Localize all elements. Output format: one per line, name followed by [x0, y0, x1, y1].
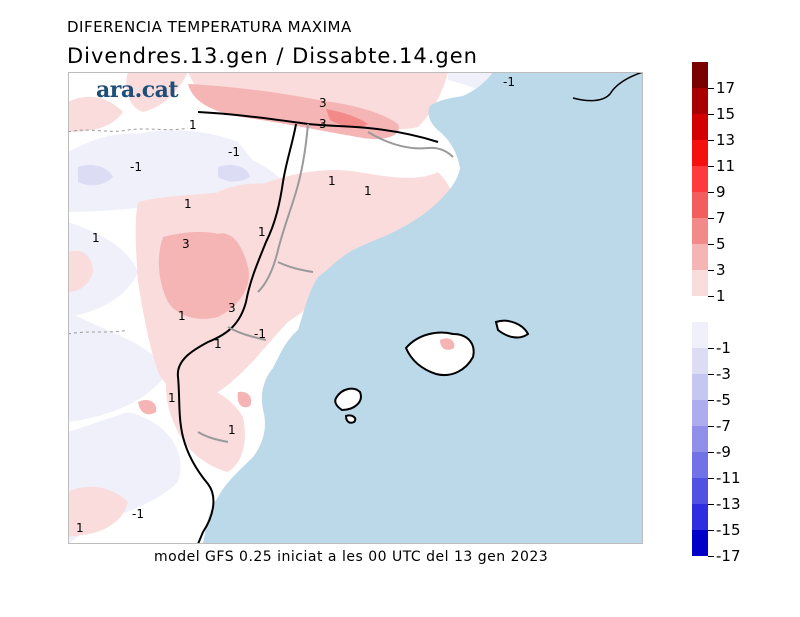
- contour-label: -1: [132, 507, 144, 521]
- legend-swatch: [692, 374, 708, 400]
- contour-label: 3: [319, 117, 327, 131]
- legend-swatch: [692, 166, 708, 192]
- legend-tick: [708, 296, 714, 297]
- contour-label: 1: [189, 118, 197, 132]
- contour-label: 1: [178, 309, 186, 323]
- region-borders: [68, 72, 643, 544]
- contour-label: 1: [328, 174, 336, 188]
- legend-tick: [708, 114, 714, 115]
- legend-tick: [708, 426, 714, 427]
- legend-label: -3: [716, 365, 731, 383]
- legend-swatch: [692, 322, 708, 348]
- contour-label: 1: [92, 231, 100, 245]
- contour-labels: 3 3 1 -1 -1 1 1 1 3 1 1 3 1 -1 1 1 1 -1 …: [76, 75, 515, 535]
- legend-label: 15: [716, 105, 736, 123]
- legend-label: 5: [716, 235, 726, 253]
- map-frame: [68, 72, 643, 544]
- legend-tick: [708, 530, 714, 531]
- contour-label: 1: [168, 391, 176, 405]
- chart-title: DIFERENCIA TEMPERATURA MAXIMA: [67, 18, 352, 36]
- contour-label: -1: [228, 145, 240, 159]
- legend-label: 17: [716, 79, 736, 97]
- legend-tick: [708, 140, 714, 141]
- contour-label: 1: [258, 225, 266, 239]
- balearic-islands: [334, 319, 530, 424]
- legend-swatch: [692, 400, 708, 426]
- legend-swatch: [692, 192, 708, 218]
- legend-swatch: [692, 452, 708, 478]
- contour-label: -1: [254, 327, 266, 341]
- legend-tick: [708, 348, 714, 349]
- date-range-title: Divendres.13.gen / Dissabte.14.gen: [67, 44, 478, 68]
- legend-label: -1: [716, 339, 731, 357]
- legend-swatch: [692, 62, 708, 88]
- legend-swatch: [692, 270, 708, 296]
- legend-tick: [708, 244, 714, 245]
- legend-label: 1: [716, 287, 726, 305]
- contour-label: 1: [228, 423, 236, 437]
- legend-swatch: [692, 530, 708, 556]
- legend-tick: [708, 504, 714, 505]
- temperature-map: 3 3 1 -1 -1 1 1 1 3 1 1 3 1 -1 1 1 1 -1 …: [68, 72, 643, 544]
- contour-label: -1: [503, 75, 515, 89]
- ara-cat-logo: ara.cat: [96, 77, 179, 103]
- legend-swatch: [692, 140, 708, 166]
- legend-tick: [708, 452, 714, 453]
- legend-tick: [708, 192, 714, 193]
- contour-label: 1: [214, 337, 222, 351]
- legend-swatch: [692, 426, 708, 452]
- contour-label: 1: [184, 197, 192, 211]
- contour-label: -1: [130, 160, 142, 174]
- legend-tick: [708, 400, 714, 401]
- legend-tick: [708, 88, 714, 89]
- legend-tick: [708, 478, 714, 479]
- legend-swatch: [692, 504, 708, 530]
- legend-label: 3: [716, 261, 726, 279]
- legend-swatch: [692, 348, 708, 374]
- model-info-footer: model GFS 0.25 iniciat a les 00 UTC del …: [154, 549, 549, 565]
- legend-label: -5: [716, 391, 731, 409]
- contour-label: 1: [76, 521, 84, 535]
- legend-tick: [708, 374, 714, 375]
- legend-label: -9: [716, 443, 731, 461]
- color-legend: 17 15 13 11 9 7 5 3 1 -1 -3 -5 -7 -9 -11 -13 -15 -17: [692, 60, 792, 564]
- legend-label: 9: [716, 183, 726, 201]
- legend-swatch: [692, 218, 708, 244]
- contour-label: 3: [182, 237, 190, 251]
- legend-label: -7: [716, 417, 731, 435]
- legend-label: 13: [716, 131, 736, 149]
- contour-label: 1: [364, 184, 372, 198]
- sea-area: [203, 72, 643, 544]
- contour-label: 3: [319, 96, 327, 110]
- legend-label: -11: [716, 469, 741, 487]
- legend-swatch: [692, 478, 708, 504]
- legend-swatch: [692, 114, 708, 140]
- legend-tick: [708, 556, 714, 557]
- legend-label: 11: [716, 157, 736, 175]
- legend-tick: [708, 218, 714, 219]
- contour-label: 3: [228, 301, 236, 315]
- legend-label: -17: [716, 547, 741, 565]
- legend-label: 7: [716, 209, 726, 227]
- legend-tick: [708, 270, 714, 271]
- legend-tick: [708, 166, 714, 167]
- legend-swatch: [692, 244, 708, 270]
- legend-label: -15: [716, 521, 741, 539]
- legend-label: -13: [716, 495, 741, 513]
- legend-swatch: [692, 88, 708, 114]
